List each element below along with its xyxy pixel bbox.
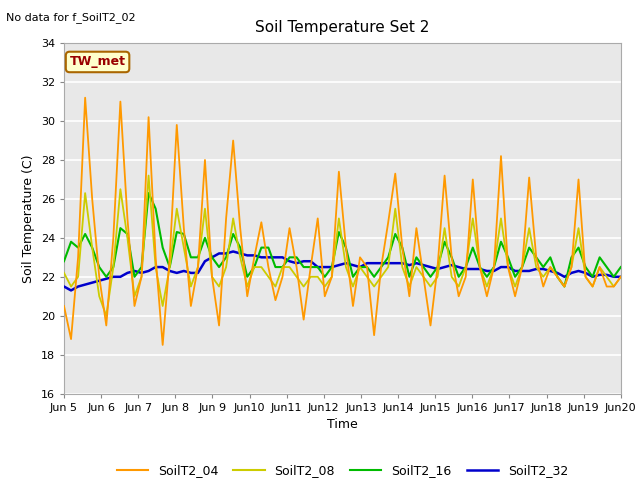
SoilT2_16	[568, 254, 575, 260]
SoilT2_32	[406, 262, 413, 268]
Title: Soil Temperature Set 2: Soil Temperature Set 2	[255, 20, 429, 35]
SoilT2_16	[617, 264, 625, 270]
SoilT2_16	[406, 274, 413, 280]
SoilT2_08	[60, 270, 68, 276]
SoilT2_08	[406, 284, 413, 289]
Line: SoilT2_08: SoilT2_08	[64, 176, 621, 316]
Line: SoilT2_16: SoilT2_16	[64, 193, 621, 287]
Text: No data for f_SoilT2_02: No data for f_SoilT2_02	[6, 12, 136, 23]
SoilT2_32	[568, 270, 575, 276]
SoilT2_04	[617, 274, 625, 280]
SoilT2_04	[413, 225, 420, 231]
SoilT2_16	[399, 245, 406, 251]
SoilT2_16	[60, 258, 68, 264]
SoilT2_16	[145, 190, 152, 196]
SoilT2_32	[617, 274, 625, 280]
Text: TW_met: TW_met	[70, 56, 125, 69]
SoilT2_08	[455, 284, 463, 289]
Legend: SoilT2_04, SoilT2_08, SoilT2_16, SoilT2_32: SoilT2_04, SoilT2_08, SoilT2_16, SoilT2_…	[112, 459, 573, 480]
SoilT2_08	[102, 313, 110, 319]
SoilT2_08	[568, 264, 575, 270]
X-axis label: Time: Time	[327, 418, 358, 431]
Line: SoilT2_04: SoilT2_04	[64, 98, 621, 345]
SoilT2_04	[81, 95, 89, 101]
SoilT2_08	[145, 173, 152, 179]
SoilT2_08	[434, 274, 442, 280]
SoilT2_04	[434, 264, 442, 270]
SoilT2_16	[314, 264, 321, 270]
SoilT2_04	[406, 293, 413, 299]
SoilT2_16	[448, 254, 456, 260]
SoilT2_32	[321, 264, 328, 270]
Line: SoilT2_32: SoilT2_32	[64, 252, 621, 290]
SoilT2_32	[67, 288, 75, 293]
SoilT2_04	[159, 342, 166, 348]
SoilT2_04	[455, 293, 463, 299]
SoilT2_32	[229, 249, 237, 254]
SoilT2_04	[568, 264, 575, 270]
SoilT2_04	[321, 293, 328, 299]
SoilT2_32	[434, 266, 442, 272]
SoilT2_32	[455, 264, 463, 270]
SoilT2_04	[60, 303, 68, 309]
SoilT2_16	[427, 274, 435, 280]
SoilT2_16	[561, 284, 568, 289]
SoilT2_08	[617, 274, 625, 280]
SoilT2_32	[60, 284, 68, 289]
SoilT2_08	[413, 264, 420, 270]
SoilT2_08	[321, 284, 328, 289]
Y-axis label: Soil Temperature (C): Soil Temperature (C)	[22, 154, 35, 283]
SoilT2_32	[413, 260, 420, 266]
